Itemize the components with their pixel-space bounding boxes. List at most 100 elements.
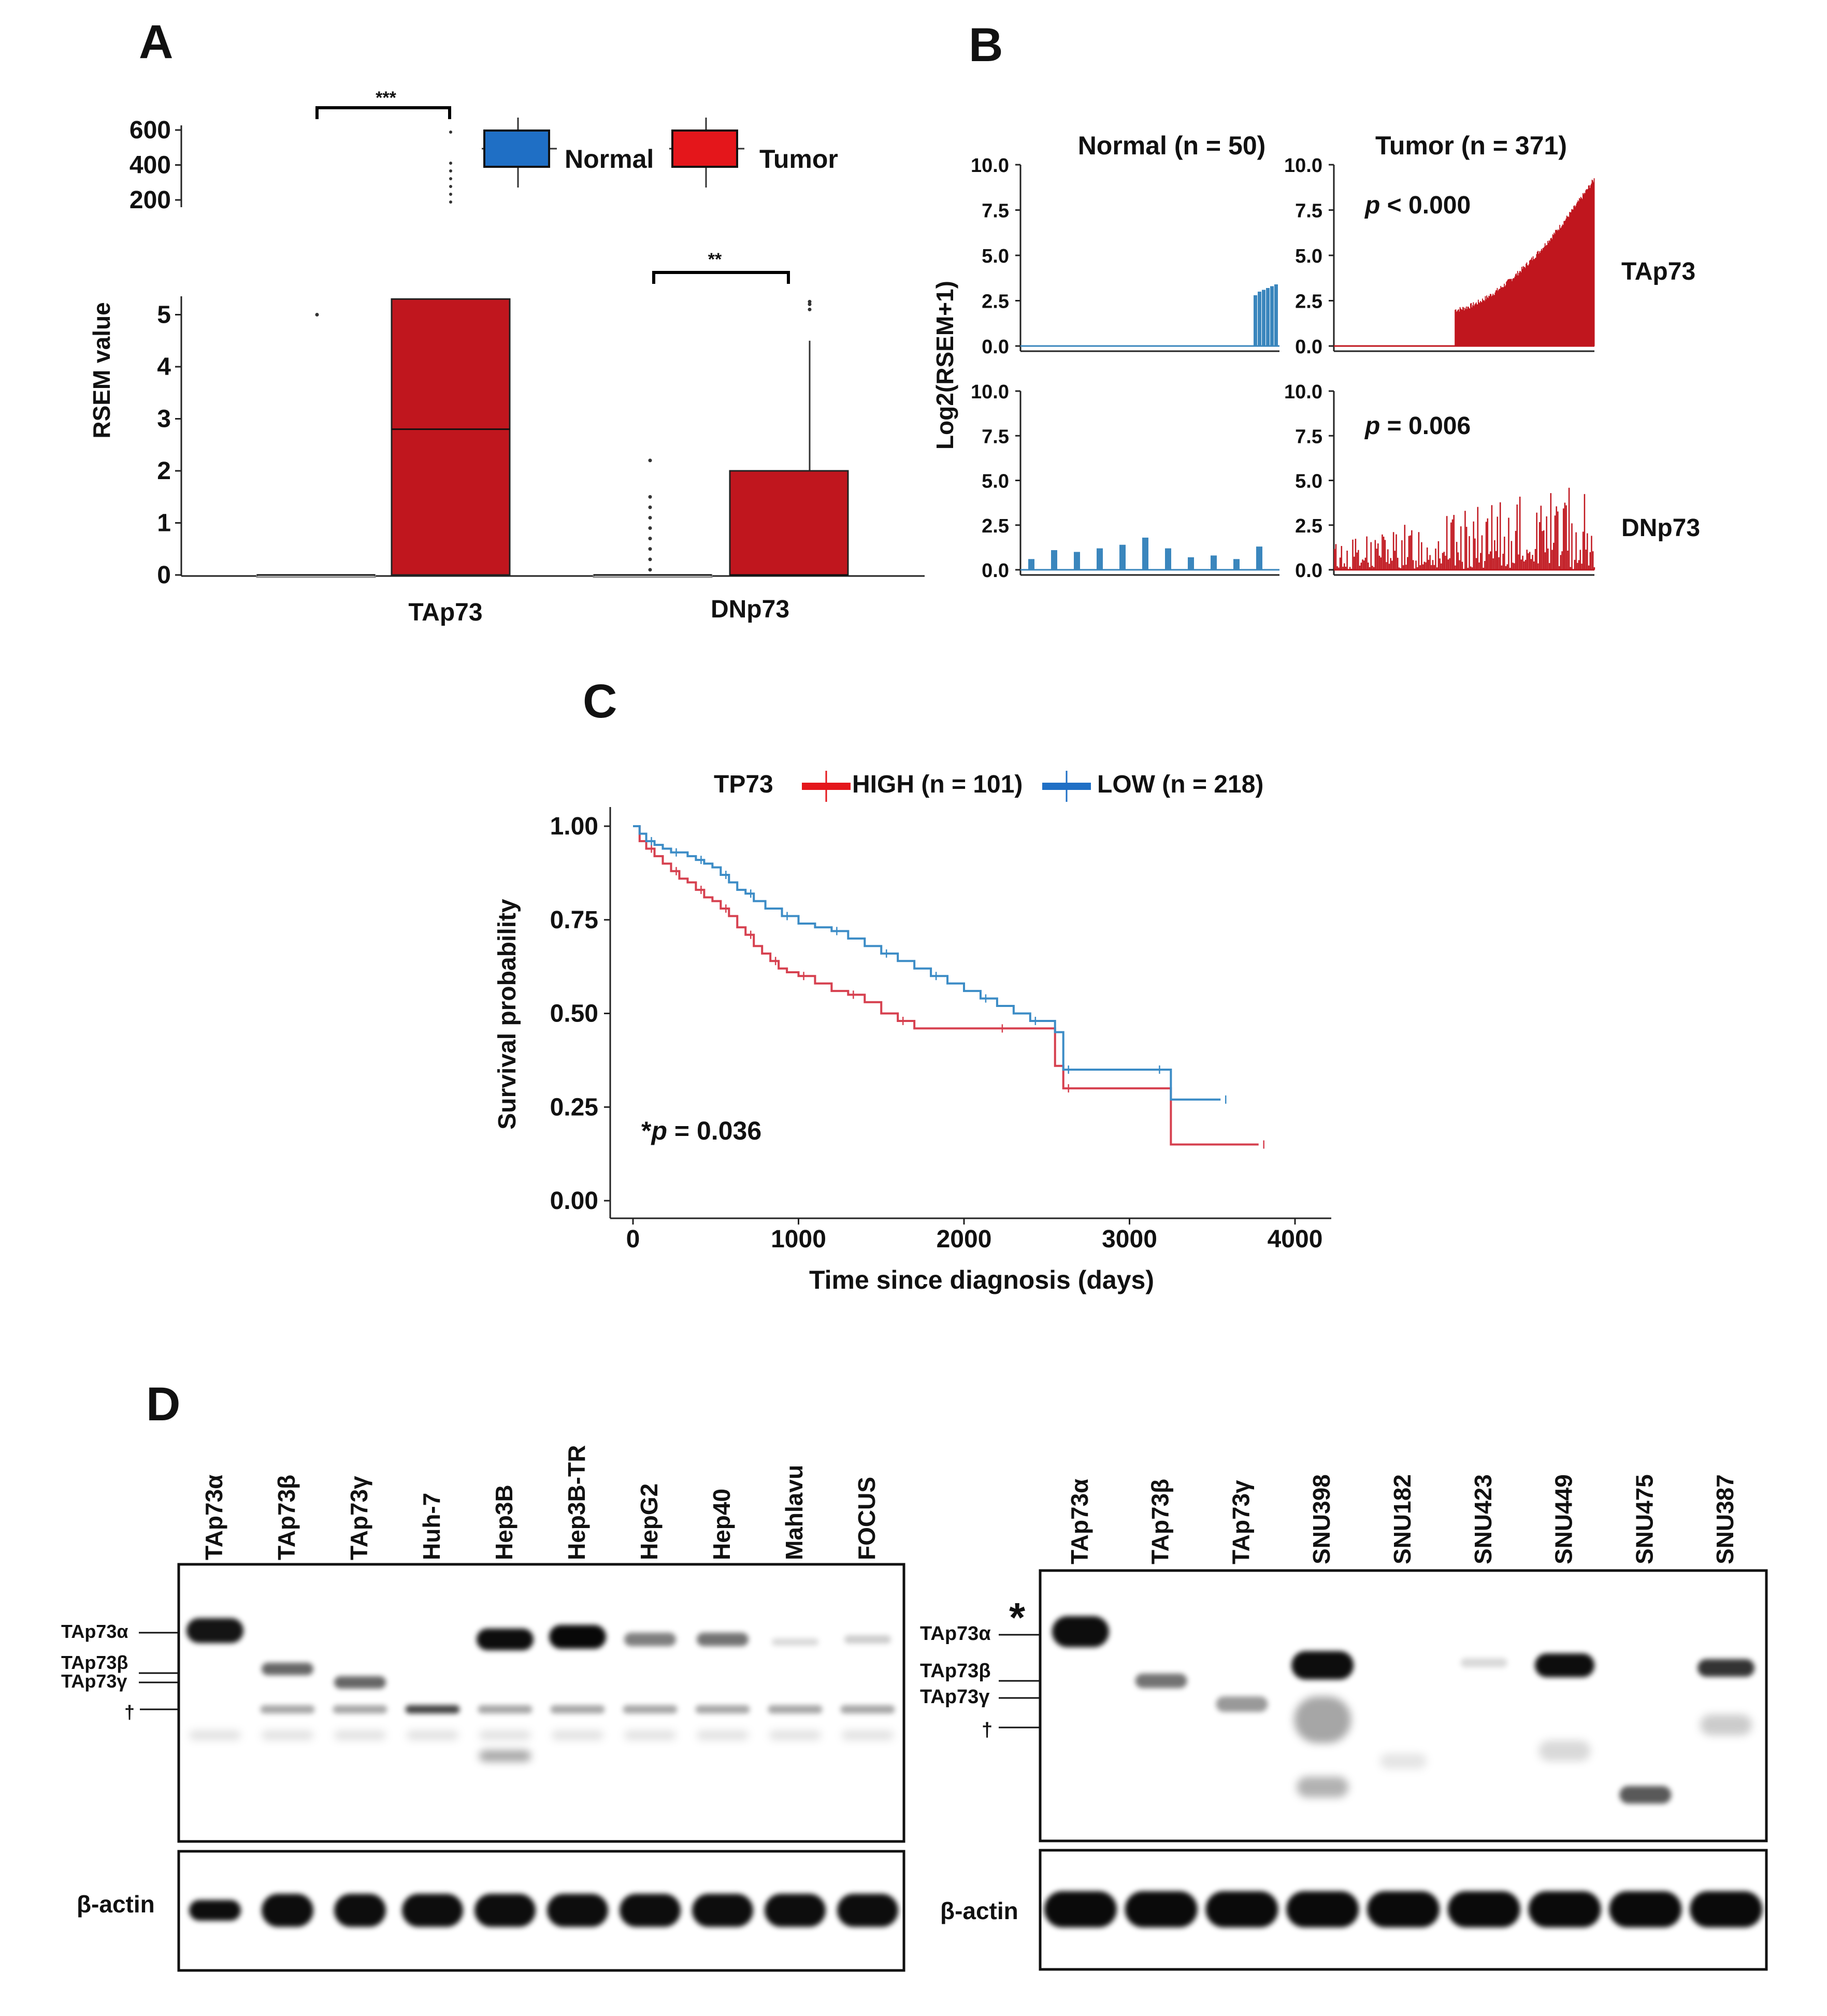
b-tumor-bar xyxy=(1550,238,1551,346)
b-tumor-bar xyxy=(1505,285,1506,346)
b-tumor-bar xyxy=(1538,251,1540,346)
b-tumor-bar xyxy=(1532,555,1533,570)
b-tumor-bar xyxy=(1520,271,1521,346)
b-tumor-bar xyxy=(1593,567,1595,570)
b-tumor-bar xyxy=(1501,565,1503,570)
b-tumor-bar xyxy=(1477,507,1479,570)
b-tumor-bar xyxy=(1442,553,1444,570)
b-tumor-bar xyxy=(1487,298,1489,346)
b-tumor-bar xyxy=(1459,311,1460,346)
b-tumor-bar xyxy=(1500,286,1502,346)
b-tumor-bar xyxy=(1579,198,1580,346)
b-tumor-bar xyxy=(1520,272,1522,346)
b-tumor-bar xyxy=(1555,229,1556,346)
b-tumor-bar xyxy=(1390,558,1391,570)
b-tumor-bar xyxy=(1458,309,1459,346)
b-tumor-bar xyxy=(1526,264,1527,346)
b-normal-bar xyxy=(1256,546,1262,570)
b-tumor-bar xyxy=(1585,193,1586,346)
lane-label: Huh-7 xyxy=(418,1493,445,1560)
b-tumor-bar xyxy=(1476,304,1478,346)
b-tumor-bar xyxy=(1494,295,1495,346)
b-tumor-bar xyxy=(1538,254,1540,346)
b-tumor-bar xyxy=(1515,530,1517,570)
km-ticks: 0 1000 2000 3000 4000 0.00 0.25 0.50 0.75 1.00 xyxy=(550,813,1323,1253)
b-tumor-bar xyxy=(1419,565,1421,570)
blot-band xyxy=(262,1663,313,1675)
legend-tumor-swatch xyxy=(671,129,738,168)
km-y-tick-label: 0.75 xyxy=(550,906,598,934)
b-tumor-bar xyxy=(1405,565,1407,570)
b-tumor-bar xyxy=(1468,307,1469,346)
b-tumor-bar xyxy=(1411,530,1413,570)
b-tumor-bar xyxy=(1559,225,1561,346)
b-normal-bar xyxy=(1274,284,1278,346)
b-tumor-bar xyxy=(1490,294,1492,346)
b-tumor-bar xyxy=(1435,549,1436,570)
blot-band xyxy=(1216,1696,1268,1712)
b-tumor-bar xyxy=(1530,559,1532,570)
p-symbol-tap73: p xyxy=(1364,192,1380,219)
b-tumor-bar xyxy=(1572,569,1574,570)
b-tumor-bar xyxy=(1428,559,1430,570)
blot-band xyxy=(1690,1891,1763,1927)
lane-label: Hep3B xyxy=(491,1485,517,1560)
b-tumor-bar xyxy=(1497,287,1498,346)
b-tumor-bar xyxy=(1429,555,1431,570)
b-tumor-bar xyxy=(1460,526,1462,570)
b-tumor-bar xyxy=(1497,516,1499,570)
panel-c: C TP73 HIGH (n = 101) LOW (n = 218) 0 100… xyxy=(494,675,1331,1294)
b-tumor-bar xyxy=(1567,551,1569,570)
b-tumor-bar xyxy=(1473,302,1474,346)
b-tumor-bar xyxy=(1423,561,1426,570)
b-y-tick-label: 5.0 xyxy=(982,471,1009,493)
b-tumor-bar xyxy=(1486,295,1488,346)
b-tumor-bar xyxy=(1464,308,1466,346)
b-tumor-bar xyxy=(1562,224,1563,346)
b-tumor-bar xyxy=(1439,558,1441,570)
b-tumor-bar xyxy=(1461,310,1463,346)
b-tumor-bar xyxy=(1528,553,1529,570)
b-tumor-bar xyxy=(1494,292,1496,346)
b-tumor-bar xyxy=(1528,266,1529,346)
y-tick-label: 400 xyxy=(130,152,171,179)
b-y-tick-label: 2.5 xyxy=(982,515,1009,537)
upper-outliers xyxy=(449,131,452,204)
b-tumor-bar xyxy=(1554,515,1556,570)
x-label-tap73: TAp73 xyxy=(408,599,482,626)
panel-d: D TAp73α TAp73β TAp73γ Huh-7 Hep3B Hep3B-TR He… xyxy=(61,1378,1768,1972)
b-tumor-bar xyxy=(1402,565,1404,570)
y-ticks-lower: 0 1 2 3 4 5 xyxy=(157,301,181,589)
b-tumor-bar xyxy=(1558,229,1559,346)
b-tumor-bar xyxy=(1526,550,1528,570)
b-tumor-bar xyxy=(1536,512,1537,570)
b-tumor-bar xyxy=(1396,534,1397,570)
b-y-tick-label: 10.0 xyxy=(1284,381,1322,403)
b-tumor-bar xyxy=(1508,279,1510,346)
b-tumor-bar xyxy=(1358,550,1359,570)
blot-band xyxy=(768,1705,823,1713)
blot-band xyxy=(1447,1891,1520,1927)
b-tumor-bar xyxy=(1498,290,1500,346)
b-tumor-bar xyxy=(1421,542,1422,570)
legend-normal-swatch xyxy=(483,129,550,168)
b-tumor-bar xyxy=(1455,309,1457,346)
b-tumor-bar xyxy=(1355,539,1357,570)
blot-band xyxy=(1528,1891,1601,1927)
sig-label-dnp73: ** xyxy=(708,250,722,269)
blot-band xyxy=(697,1731,749,1740)
lane-label: Hep40 xyxy=(708,1489,735,1560)
b-tumor-bar xyxy=(1571,523,1573,570)
b-tumor-bar xyxy=(1510,541,1513,570)
b-tumor-bar xyxy=(1483,300,1484,346)
outlier-point xyxy=(648,515,652,520)
b-tumor-bar xyxy=(1471,567,1473,570)
b-tumor-bar xyxy=(1380,557,1382,570)
b-tumor-bar xyxy=(1483,567,1484,570)
b-tumor-bar xyxy=(1545,246,1546,346)
b-tumor-bar xyxy=(1425,562,1427,570)
subplots: 0.0 2.5 5.0 7.5 10.0 0.0 2.5 5.0 7.5 10.0 0.0 2.5 5.… xyxy=(971,155,1595,582)
b-tumor-bar xyxy=(1345,566,1347,570)
b-tumor-bar xyxy=(1540,506,1542,570)
b-tumor-bar xyxy=(1523,267,1524,346)
